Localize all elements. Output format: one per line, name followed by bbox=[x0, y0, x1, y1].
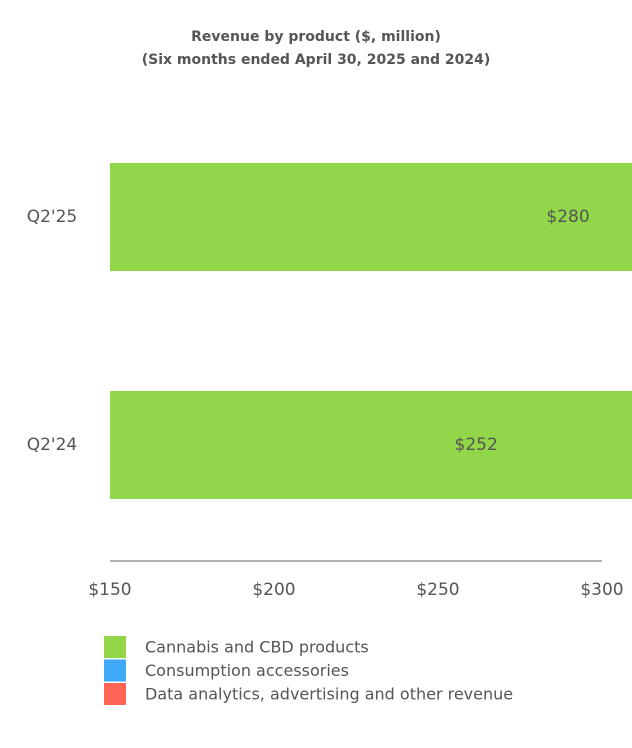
total-label: $280 bbox=[546, 207, 589, 227]
legend-swatch bbox=[104, 636, 126, 658]
x-tick-label: $300 bbox=[580, 580, 623, 600]
chart-subtitle: (Six months ended April 30, 2025 and 202… bbox=[142, 52, 491, 68]
legend-label: Cannabis and CBD products bbox=[145, 638, 369, 657]
bar-segment bbox=[110, 391, 632, 499]
x-tick-label: $200 bbox=[252, 580, 295, 600]
total-label: $252 bbox=[455, 435, 498, 455]
bar-segment bbox=[110, 163, 632, 271]
y-tick-label: Q2'24 bbox=[27, 435, 78, 455]
x-tick-label: $150 bbox=[88, 580, 131, 600]
chart-title: Revenue by product ($, million) bbox=[191, 29, 441, 45]
legend-label: Data analytics, advertising and other re… bbox=[145, 685, 513, 704]
legend-label: Consumption accessories bbox=[145, 661, 349, 680]
y-tick-label: Q2'25 bbox=[27, 207, 78, 227]
x-tick-label: $250 bbox=[416, 580, 459, 600]
legend-swatch bbox=[104, 683, 126, 705]
legend-swatch bbox=[104, 659, 126, 682]
